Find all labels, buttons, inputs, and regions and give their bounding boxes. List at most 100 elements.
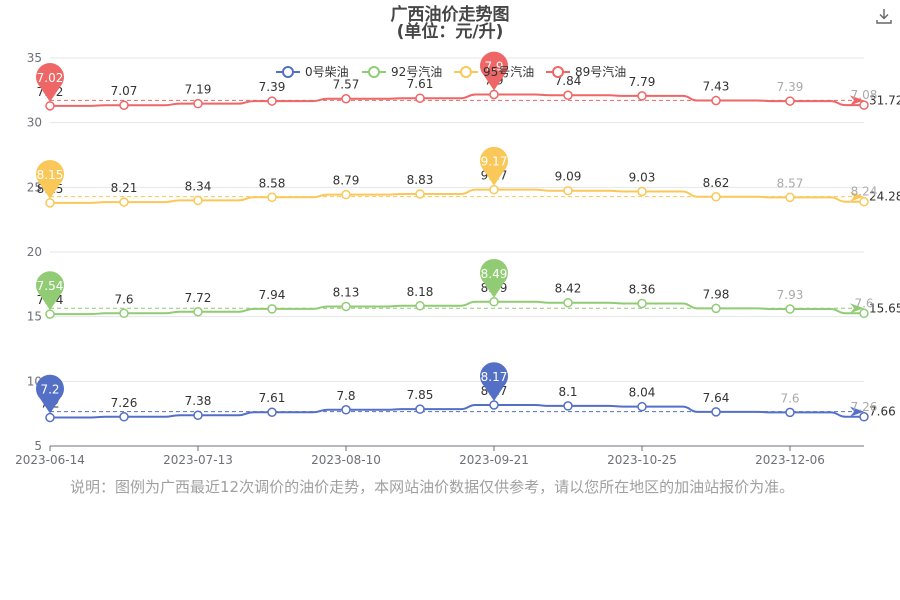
data-label: 8.57 (777, 176, 804, 190)
data-point[interactable] (785, 304, 795, 314)
marker-pin-label: 8.15 (37, 168, 64, 182)
series-3: 31.72 7.02 7.07 7.19 7.39 7.57 7.61 7.9 7.84 7.79… (36, 51, 900, 111)
data-label: 7.43 (703, 80, 730, 94)
data-point[interactable] (341, 405, 351, 415)
data-label: 7.61 (259, 391, 286, 405)
data-point[interactable] (267, 407, 277, 417)
data-point[interactable] (193, 410, 203, 420)
data-label: 7.8 (336, 389, 355, 403)
legend-label[interactable]: 89号汽油 (575, 64, 626, 79)
data-point[interactable] (45, 412, 55, 423)
data-point[interactable] (415, 93, 425, 103)
data-point[interactable] (415, 301, 425, 311)
data-point[interactable] (119, 100, 129, 110)
download-icon[interactable] (874, 6, 894, 26)
data-point[interactable] (637, 298, 647, 309)
data-point[interactable] (45, 198, 55, 208)
data-label: 8.36 (629, 282, 656, 296)
data-label: 7.79 (629, 75, 656, 89)
data-point[interactable] (563, 90, 573, 100)
data-point[interactable] (267, 192, 277, 203)
x-axis: 2023-06-14 2023-07-13 2023-08-10 2023-09-21… (15, 445, 864, 467)
x-tick-label: 2023-06-14 (15, 453, 85, 467)
average-label: 7.66 (869, 405, 896, 419)
data-point[interactable] (637, 401, 647, 412)
data-point[interactable] (193, 307, 203, 317)
data-point[interactable] (785, 96, 795, 106)
average-arrow (850, 303, 864, 314)
data-point[interactable] (193, 98, 203, 109)
data-point[interactable] (341, 189, 351, 200)
legend-label[interactable]: 92号汽油 (391, 64, 442, 79)
data-label: 8.13 (333, 285, 360, 299)
data-label: 8.42 (555, 282, 582, 296)
data-point[interactable] (859, 196, 869, 207)
series-line (50, 188, 864, 204)
data-point[interactable] (119, 412, 129, 422)
data-point[interactable] (415, 189, 425, 199)
chart-subtitle: (单位：元/升) (397, 21, 504, 42)
data-point[interactable] (415, 404, 425, 414)
legend-marker[interactable] (552, 66, 564, 78)
data-point[interactable] (489, 297, 499, 307)
legend-marker[interactable] (282, 66, 294, 78)
data-point[interactable] (341, 301, 351, 312)
data-point[interactable] (119, 197, 129, 207)
legend-label[interactable]: 95号汽油 (483, 64, 534, 79)
data-point[interactable] (489, 400, 499, 410)
average-label: 24.28 (869, 190, 900, 204)
data-point[interactable] (859, 308, 869, 319)
legend: 0号柴油 92号汽油 95号汽油 89号汽油 (276, 64, 626, 79)
data-point[interactable] (785, 192, 795, 203)
data-point[interactable] (119, 308, 129, 319)
data-point[interactable] (563, 401, 573, 411)
marker-pin (36, 271, 65, 311)
data-label: 8.58 (259, 176, 286, 190)
data-label: 7.38 (185, 394, 212, 408)
data-label: 7.26 (851, 400, 878, 414)
marker-pin-label: 8.17 (481, 370, 508, 384)
data-point[interactable] (711, 407, 721, 417)
marker-pin (480, 51, 508, 91)
data-point[interactable] (267, 96, 277, 106)
data-point[interactable] (193, 195, 203, 206)
legend-marker[interactable] (460, 66, 472, 78)
data-label: 8.18 (407, 285, 434, 299)
data-label: 8.34 (185, 179, 212, 193)
data-point[interactable] (489, 89, 499, 100)
data-point[interactable] (637, 91, 647, 101)
data-point[interactable] (859, 100, 869, 110)
data-point[interactable] (711, 95, 721, 106)
data-point[interactable] (341, 93, 351, 104)
data-point[interactable] (637, 186, 647, 197)
data-point[interactable] (785, 407, 795, 418)
data-label: 7.64 (703, 391, 730, 405)
average-arrow (850, 406, 864, 417)
series-0: 7.66 7.2 7.26 7.38 7.61 7.8 7.85 8.17 8.1 8.04 7.6… (36, 362, 896, 423)
marker-pin (36, 160, 65, 199)
series-group: 7.66 7.2 7.26 7.38 7.61 7.8 7.85 8.17 8.1 8.04 7.6… (36, 51, 900, 423)
data-point[interactable] (45, 309, 55, 319)
average-arrow (850, 95, 864, 106)
y-tick-label: 35 (27, 51, 42, 65)
data-label: 8.79 (333, 174, 360, 188)
legend-marker[interactable] (368, 66, 380, 78)
data-point[interactable] (859, 412, 869, 422)
data-label: 8.24 (851, 185, 878, 199)
data-point[interactable] (45, 101, 55, 111)
data-point[interactable] (563, 297, 573, 308)
data-point[interactable] (489, 184, 499, 195)
marker-pin (36, 374, 65, 414)
y-tick-label: 30 (27, 116, 42, 130)
data-point[interactable] (267, 304, 277, 314)
x-tick-label: 2023-10-25 (607, 453, 677, 467)
data-point[interactable] (563, 185, 573, 196)
data-label: 7.57 (333, 78, 360, 92)
data-point[interactable] (711, 192, 721, 202)
data-point[interactable] (711, 303, 721, 314)
legend-label[interactable]: 0号柴油 (305, 65, 349, 79)
x-tick-label: 2023-09-21 (459, 453, 529, 467)
chart-note: 说明：图例为广西最近12次调价的油价走势，本网站油价数据仅供参考，请以您所在地区… (70, 478, 795, 496)
average-label: 31.72 (869, 93, 900, 107)
